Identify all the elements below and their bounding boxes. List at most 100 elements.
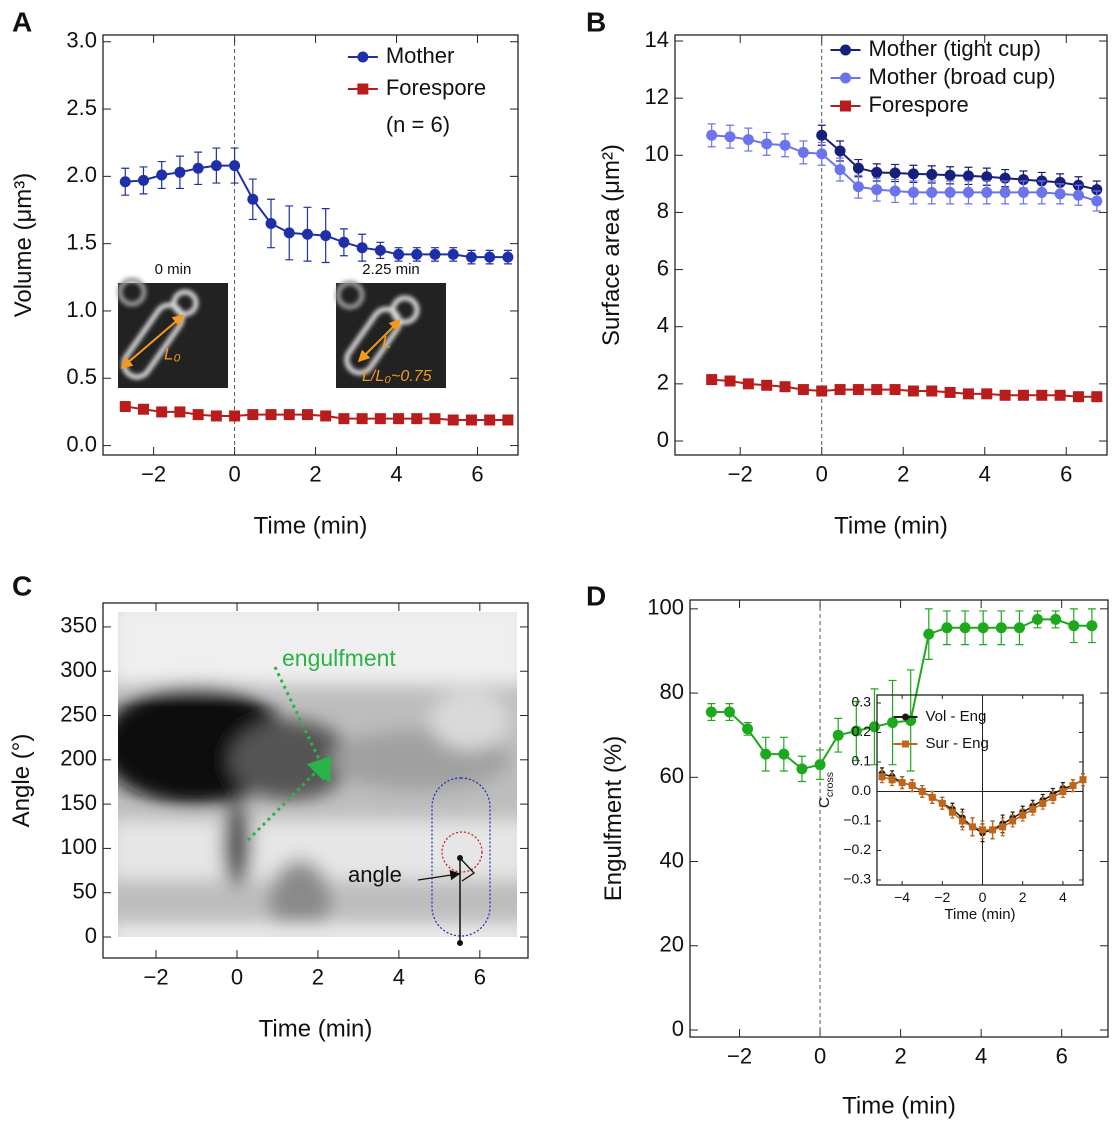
y-tick-label: 0 <box>657 427 669 452</box>
y-tick-label: 0.0 <box>852 782 872 798</box>
marker <box>1013 622 1025 634</box>
marker <box>852 384 864 396</box>
x-tick-label: −2 <box>141 462 166 487</box>
legend-marker <box>840 44 852 56</box>
y-tick-label: 0.1 <box>852 753 872 769</box>
y-axis-label: Volume (μm³) <box>10 173 37 318</box>
y-tick-label: 100 <box>60 834 97 859</box>
marker <box>229 160 241 172</box>
x-tick-label: 2 <box>897 462 909 487</box>
marker <box>834 164 846 176</box>
marker <box>706 129 718 141</box>
marker <box>834 384 846 396</box>
series-line <box>125 164 508 259</box>
x-tick-label: 0 <box>814 1044 826 1069</box>
marker <box>192 409 204 421</box>
y-tick-label: 100 <box>647 595 684 620</box>
chart: −2 0 2 4 6 0 50 100 150 200 250 300 350 Time (min) Ang… <box>8 602 529 1042</box>
x-axis-label: Time (min) <box>259 1015 373 1042</box>
marker <box>283 409 295 421</box>
marker <box>981 388 993 400</box>
y-axis-label-main: Angle (°) <box>8 734 35 828</box>
marker <box>724 375 736 387</box>
marker <box>742 378 754 390</box>
marker <box>944 169 956 181</box>
marker <box>1017 174 1029 186</box>
marker <box>871 384 883 396</box>
y-tick-label: 80 <box>660 679 684 704</box>
y-tick-label: 0.5 <box>66 364 97 389</box>
marker <box>429 413 441 425</box>
marker <box>1049 793 1057 801</box>
y-tick-label: 0 <box>672 1016 684 1041</box>
marker <box>889 167 901 179</box>
y-tick-label: 1.5 <box>66 229 97 254</box>
x-tick-label: 0 <box>979 889 987 905</box>
legend-marker <box>840 100 852 112</box>
marker <box>119 176 131 188</box>
y-tick-label: 200 <box>60 746 97 771</box>
legend-marker <box>901 713 909 721</box>
marker <box>265 409 277 421</box>
marker <box>948 808 956 816</box>
y-tick-label: −0.2 <box>843 841 871 857</box>
marker <box>502 251 514 263</box>
marker <box>283 227 295 239</box>
x-tick-label: 2 <box>1019 889 1027 905</box>
marker <box>779 139 791 151</box>
marker <box>1032 613 1044 625</box>
legend-marker <box>840 72 852 84</box>
annotation: L₀ <box>164 344 181 363</box>
marker <box>174 166 186 178</box>
marker <box>1017 389 1029 401</box>
marker <box>724 131 736 143</box>
chart: −4 −2 0 2 4 −0.3 −0.2 −0.1 0.0 0.1 0.2 0.3 Time (min… <box>816 694 1087 923</box>
y-tick-label: 10 <box>645 141 669 166</box>
marker <box>761 138 773 150</box>
marker <box>908 782 916 790</box>
annotation: 0 min <box>155 261 192 278</box>
panel-label: A <box>12 6 32 37</box>
marker <box>962 388 974 400</box>
x-tick-label: −2 <box>934 889 950 905</box>
panel-label: D <box>586 580 606 611</box>
marker <box>761 379 773 391</box>
y-tick-label: 0.3 <box>852 694 872 710</box>
y-tick-label: 12 <box>645 84 669 109</box>
marker <box>999 389 1011 401</box>
marker <box>981 171 993 183</box>
marker <box>977 622 989 634</box>
marker <box>962 186 974 198</box>
y-tick-label: 4 <box>657 313 669 338</box>
y-tick-label: 20 <box>660 932 684 957</box>
y-axis-label-subscript: cross <box>824 772 836 797</box>
marker <box>705 706 717 718</box>
marker <box>814 759 826 771</box>
y-axis-label: Surface area (μm²) <box>598 144 625 346</box>
x-tick-label: 4 <box>975 1044 987 1069</box>
marker <box>878 773 886 781</box>
marker <box>320 410 332 422</box>
marker <box>850 725 862 737</box>
y-tick-label: 50 <box>73 879 97 904</box>
marker <box>1009 817 1017 825</box>
marker <box>944 386 956 398</box>
marker <box>1091 391 1103 403</box>
marker <box>1029 805 1037 813</box>
x-tick-label: 2 <box>309 462 321 487</box>
y-axis-label-main: Engulfment (%) <box>600 736 627 901</box>
y-tick-label: 60 <box>660 763 684 788</box>
panel-label: C <box>12 570 32 601</box>
y-tick-label: −0.1 <box>843 812 871 828</box>
marker <box>119 401 131 413</box>
marker <box>502 414 514 426</box>
y-tick-label: 0.0 <box>66 431 97 456</box>
marker <box>779 381 791 393</box>
annotation: L/L₀~0.75 <box>362 368 432 385</box>
x-tick-label: 6 <box>474 965 486 990</box>
axes-frame <box>102 34 519 456</box>
marker <box>247 409 259 421</box>
y-tick-label: −0.3 <box>843 871 871 887</box>
marker <box>887 717 899 729</box>
